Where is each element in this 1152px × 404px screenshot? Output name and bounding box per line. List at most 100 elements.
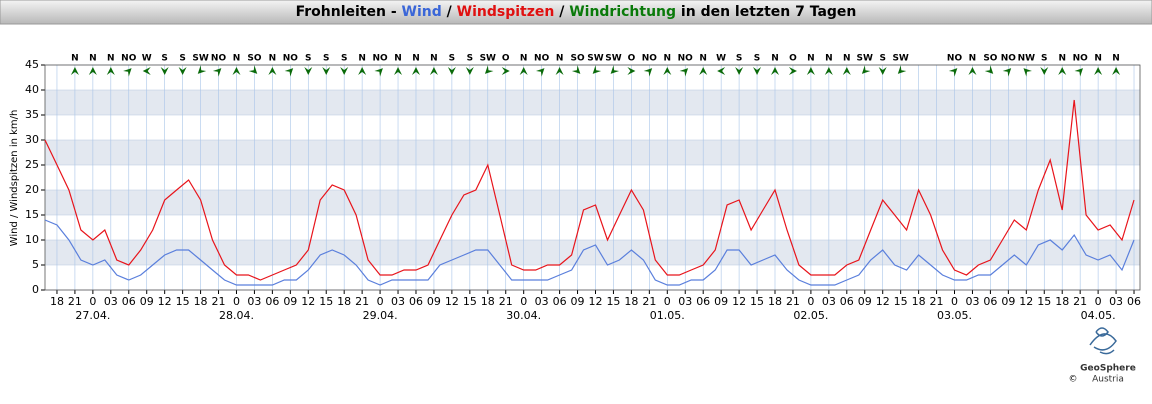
x-tick-label: 09	[858, 295, 872, 308]
y-tick-label: 5	[32, 258, 39, 271]
x-tick-label: 06	[840, 295, 854, 308]
direction-label: O	[789, 54, 797, 64]
x-tick-label: 06	[409, 295, 423, 308]
direction-label: NO	[211, 54, 227, 64]
direction-arrow	[699, 67, 708, 75]
grid-band	[45, 90, 1140, 115]
direction-label: SW	[892, 54, 908, 64]
direction-label: O	[502, 54, 510, 64]
grid-band	[45, 240, 1140, 265]
direction-label: N	[520, 54, 528, 64]
y-tick-label: 0	[32, 283, 39, 296]
x-tick-label: 18	[481, 295, 495, 308]
direction-label: NO	[947, 54, 963, 64]
direction-arrow	[592, 65, 602, 74]
direction-arrow	[571, 65, 581, 74]
y-tick-label: 20	[25, 183, 39, 196]
direction-label: N	[1112, 54, 1120, 64]
x-tick-label: 06	[265, 295, 279, 308]
title-bar	[0, 0, 1152, 25]
direction-arrow	[1040, 67, 1049, 75]
direction-label: NO	[534, 54, 550, 64]
x-tick-label: 12	[445, 295, 459, 308]
x-tick-label: 12	[732, 295, 746, 308]
x-tick-label: 09	[283, 295, 297, 308]
x-tick-label: 21	[642, 295, 656, 308]
x-tick-label: 06	[983, 295, 997, 308]
date-label: 29.04.	[363, 309, 398, 322]
direction-arrow	[322, 67, 331, 75]
direction-label: N	[771, 54, 779, 64]
x-tick-label: 18	[624, 295, 638, 308]
x-tick-label: 0	[89, 295, 96, 308]
logo: GeoSphere © Austria	[1069, 327, 1136, 385]
direction-arrow	[501, 67, 510, 75]
x-tick-label: 09	[1001, 295, 1015, 308]
x-tick-label: 06	[553, 295, 567, 308]
x-tick-label: 0	[1095, 295, 1102, 308]
direction-arrow	[178, 67, 187, 75]
direction-arrow	[519, 67, 528, 75]
logo-mark	[1089, 327, 1117, 355]
direction-arrow	[1002, 68, 1012, 77]
direction-label: S	[179, 54, 185, 64]
direction-label: NO	[121, 54, 137, 64]
direction-label: N	[664, 54, 672, 64]
direction-label: SW	[605, 54, 621, 64]
direction-arrow	[304, 67, 313, 75]
direction-arrow	[842, 67, 851, 75]
x-tick-label: 12	[588, 295, 602, 308]
direction-label: NO	[1073, 54, 1089, 64]
direction-arrow	[717, 67, 726, 75]
logo-sub: Austria	[1092, 375, 1124, 385]
direction-label: S	[323, 54, 329, 64]
direction-label: SW	[587, 54, 603, 64]
direction-label: O	[628, 54, 636, 64]
logo-name: GeoSphere	[1080, 364, 1136, 374]
date-label: 02.05.	[793, 309, 828, 322]
direction-arrow	[897, 65, 907, 74]
direction-arrow	[1094, 67, 1103, 75]
chart-title: Frohnleiten - Wind / Windspitzen / Windr…	[296, 4, 857, 20]
direction-arrow	[142, 67, 151, 75]
x-tick-label: 15	[319, 295, 333, 308]
direction-arrow	[535, 68, 545, 77]
direction-label: S	[161, 54, 167, 64]
date-label: 30.04.	[506, 309, 541, 322]
x-tick-label: 18	[337, 295, 351, 308]
direction-arrow	[861, 65, 871, 74]
x-tick-label: 09	[140, 295, 154, 308]
direction-label: N	[233, 54, 241, 64]
direction-label: NO	[642, 54, 658, 64]
direction-label: W	[142, 54, 152, 64]
date-label: 04.05.	[1081, 309, 1116, 322]
direction-label: S	[736, 54, 742, 64]
x-tick-label: 21	[68, 295, 82, 308]
direction-label: N	[412, 54, 420, 64]
direction-label: N	[358, 54, 366, 64]
direction-label: SW	[480, 54, 496, 64]
x-tick-label: 03	[104, 295, 118, 308]
x-tick-label: 0	[664, 295, 671, 308]
y-axis-label: Wind / Windspitzen in km/h	[9, 110, 20, 247]
x-tick-label: 12	[158, 295, 172, 308]
direction-label: N	[71, 54, 79, 64]
direction-arrow	[771, 67, 779, 75]
x-tick-label: 18	[768, 295, 782, 308]
direction-label: N	[107, 54, 115, 64]
x-tick-label: 18	[50, 295, 64, 308]
direction-arrow	[735, 67, 744, 75]
direction-arrow	[160, 67, 169, 75]
direction-arrow	[232, 67, 241, 75]
direction-arrow	[984, 65, 994, 74]
direction-arrow	[447, 67, 456, 75]
x-tick-label: 21	[1073, 295, 1087, 308]
x-tick-label: 15	[894, 295, 908, 308]
title-part: /	[442, 4, 457, 20]
x-tick-label: 18	[1055, 295, 1069, 308]
plot-frame	[44, 64, 1141, 291]
grid-band	[45, 190, 1140, 215]
direction-arrow	[878, 67, 887, 75]
direction-label: N	[843, 54, 851, 64]
